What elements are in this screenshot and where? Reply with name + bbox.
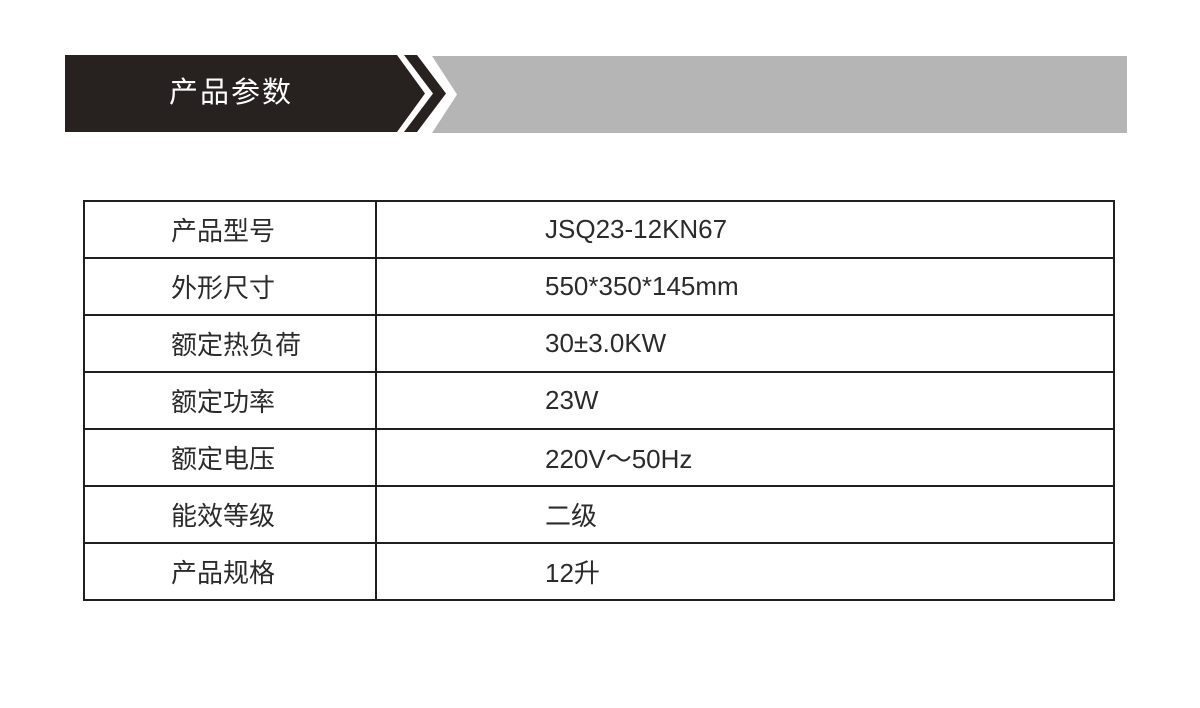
spec-value: 12升 [375,542,1115,601]
spec-label: 能效等级 [83,485,377,544]
spec-value: 220V～50Hz [375,428,1115,487]
spec-value: 二级 [375,485,1115,544]
banner-black-arrow: 产品参数 [65,55,425,132]
table-row: 额定热负荷 30±3.0KW [83,314,1115,373]
table-row: 能效等级 二级 [83,485,1115,544]
spec-label: 外形尺寸 [83,257,377,316]
table-row: 产品型号 JSQ23-12KN67 [83,200,1115,259]
spec-label: 产品规格 [83,542,377,601]
spec-label: 额定电压 [83,428,377,487]
spec-label: 产品型号 [83,200,377,259]
spec-label: 额定热负荷 [83,314,377,373]
table-row: 产品规格 12升 [83,542,1115,601]
product-spec-table: 产品型号 JSQ23-12KN67 外形尺寸 550*350*145mm 额定热… [83,200,1115,601]
table-row: 额定电压 220V～50Hz [83,428,1115,487]
spec-value: 30±3.0KW [375,314,1115,373]
table-row: 额定功率 23W [83,371,1115,430]
spec-value: 550*350*145mm [375,257,1115,316]
spec-label: 额定功率 [83,371,377,430]
section-title: 产品参数 [169,77,294,109]
spec-value: JSQ23-12KN67 [375,200,1115,259]
spec-value: 23W [375,371,1115,430]
table-row: 外形尺寸 550*350*145mm [83,257,1115,316]
section-header-banner: 产品参数 [0,55,1200,133]
banner-gray-bar [432,56,1127,133]
